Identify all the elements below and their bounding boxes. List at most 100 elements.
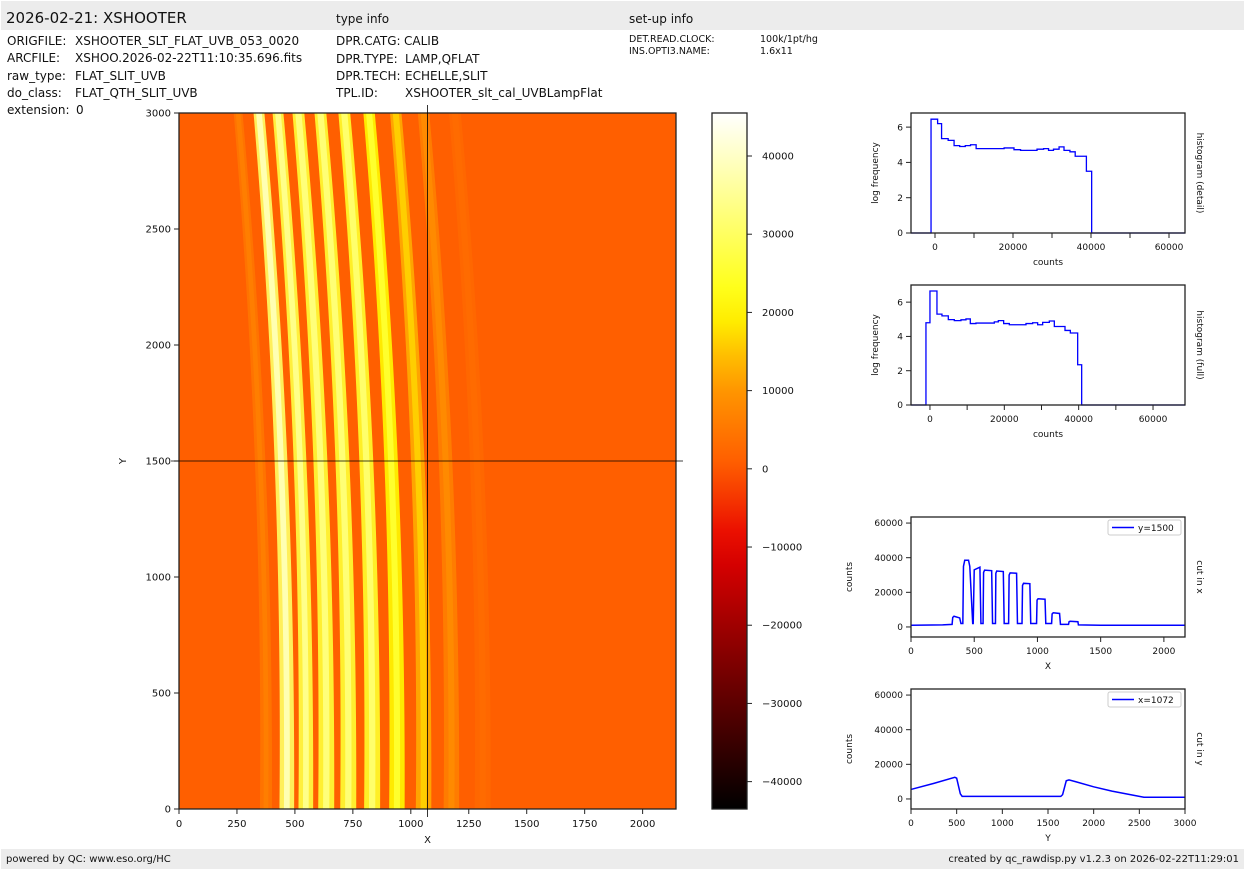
raw-type-label: raw_type: — [7, 69, 66, 83]
colorbar-tick-label: 0 — [762, 464, 768, 475]
x-tick-label: 0 — [932, 243, 938, 253]
colorbar-tick-label: −40000 — [762, 777, 802, 788]
ins-opti3-name-value: 1.6x11 — [760, 46, 793, 57]
y-tick-label: 2000 — [146, 341, 171, 352]
y-tick-label: 2 — [897, 367, 903, 377]
colorbar-tick-label: 30000 — [762, 230, 794, 241]
raw-type-value: FLAT_SLIT_UVB — [75, 69, 166, 83]
dpr-type-label: DPR.TYPE: — [336, 52, 398, 66]
y-axis-label: log frequency — [871, 141, 881, 203]
x-tick-label: 1500 — [1037, 819, 1060, 829]
dpr-type-value: LAMP,QFLAT — [405, 52, 480, 66]
x-axis-label: X — [1045, 662, 1051, 672]
legend: y=1500 — [1107, 519, 1182, 536]
y-tick-label: 6 — [897, 298, 903, 308]
y-tick-label: 0 — [897, 401, 903, 411]
dpr-catg-value: CALIB — [404, 34, 440, 48]
x-tick-label: 1500 — [514, 819, 539, 830]
x-tick-label: 500 — [948, 819, 965, 829]
x-tick-label: 250 — [227, 819, 246, 830]
colorbar-tick-label: −10000 — [762, 543, 802, 554]
x-tick-label: 500 — [285, 819, 304, 830]
side-label: cut in x — [1194, 560, 1204, 594]
x-tick-label: 40000 — [1064, 415, 1093, 425]
y-tick-label: 500 — [152, 689, 171, 700]
setup-info-title: set-up info — [629, 12, 694, 26]
y-tick-label: 6 — [897, 123, 903, 133]
y-tick-label: 20000 — [874, 760, 903, 770]
legend-box — [1107, 519, 1182, 536]
y-tick-label: 0 — [897, 795, 903, 805]
x-tick-label: 0 — [908, 819, 914, 829]
side-label: cut in y — [1194, 732, 1204, 766]
x-tick-label: 20000 — [999, 243, 1028, 253]
legend-label: x=1072 — [1138, 696, 1174, 706]
y-tick-label: 40000 — [874, 554, 903, 564]
y-tick-label: 2500 — [146, 225, 171, 236]
extension-label: extension: — [7, 103, 70, 117]
y-axis-label: Y — [118, 457, 129, 465]
histogram-step-line — [911, 290, 1185, 406]
footer-bar — [1, 849, 1244, 869]
header-bar — [1, 1, 1244, 30]
colorbar-tick-label: 40000 — [762, 152, 794, 163]
y-tick-label: 40000 — [874, 726, 903, 736]
colorbar-scale — [711, 112, 748, 810]
y-tick-label: 60000 — [874, 691, 903, 701]
colorbar-tick-label: 20000 — [762, 308, 794, 319]
y-tick-label: 3000 — [146, 109, 171, 120]
do-class-label: do_class: — [7, 86, 62, 100]
y-tick-label: 0 — [897, 229, 903, 239]
x-axis-label: counts — [1033, 258, 1063, 268]
x-tick-label: 40000 — [1077, 243, 1106, 253]
histogram-full: 0 20000 40000 60000 0 2 4 6 counts log frequency h… — [871, 284, 1204, 440]
y-tick-label: 2 — [897, 194, 903, 204]
x-axis-label: Y — [1044, 834, 1051, 844]
x-tick-label: 1750 — [572, 819, 597, 830]
y-tick-label: 4 — [897, 159, 903, 169]
x-tick-label: 20000 — [990, 415, 1019, 425]
colorbar-tick-label: −20000 — [762, 621, 802, 632]
x-tick-label: 0 — [176, 819, 182, 830]
x-tick-label: 1500 — [1089, 647, 1112, 657]
y-tick-label: 0 — [165, 805, 171, 816]
profile-line — [910, 776, 1185, 798]
x-tick-label: 2000 — [630, 819, 655, 830]
x-tick-label: 60000 — [1139, 415, 1168, 425]
legend-label: y=1500 — [1138, 524, 1174, 534]
x-tick-label: 1250 — [456, 819, 481, 830]
histogram-step-line — [911, 118, 1185, 234]
origfile-label: ORIGFILE: — [7, 34, 67, 48]
extension-value: 0 — [76, 103, 84, 117]
legend: x=1072 — [1107, 691, 1182, 708]
colorbar: −40000 −30000 −20000 −10000 0 10000 20000 30000… — [711, 112, 802, 810]
x-tick-label: 750 — [343, 819, 362, 830]
cut-in-y: 0 500 1000 1500 2000 2500 3000 0 20000 40000 60000… — [845, 688, 1204, 844]
x-axis-label: X — [424, 835, 431, 846]
legend-box — [1107, 691, 1182, 708]
y-tick-label: 20000 — [874, 588, 903, 598]
x-tick-label: 2000 — [1082, 819, 1105, 829]
y-tick-label: 1000 — [146, 573, 171, 584]
y-tick-label: 1500 — [146, 457, 171, 468]
arcfile-value: XSHOO.2026-02-22T11:10:35.696.fits — [75, 51, 303, 65]
det-read-clock-value: 100k/1pt/hg — [760, 34, 818, 45]
x-tick-label: 1000 — [398, 819, 423, 830]
x-axis-label: counts — [1033, 430, 1063, 440]
x-tick-label: 2000 — [1152, 647, 1175, 657]
x-tick-label: 2500 — [1128, 819, 1151, 829]
y-tick-label: 60000 — [874, 519, 903, 529]
y-axis-label: log frequency — [871, 313, 881, 375]
y-axis-label: counts — [845, 562, 855, 592]
det-read-clock-label: DET.READ.CLOCK: — [629, 34, 715, 45]
dpr-catg-label: DPR.CATG: — [336, 34, 401, 48]
x-tick-label: 500 — [966, 647, 983, 657]
x-tick-label: 60000 — [1155, 243, 1184, 253]
tpl-id-value: XSHOOTER_slt_cal_UVBLampFlat — [405, 86, 603, 100]
ins-opti3-name-label: INS.OPTI3.NAME: — [629, 46, 710, 57]
arcfile-label: ARCFILE: — [7, 51, 61, 65]
colorbar-tick-label: 10000 — [762, 386, 794, 397]
y-tick-label: 4 — [897, 333, 903, 343]
